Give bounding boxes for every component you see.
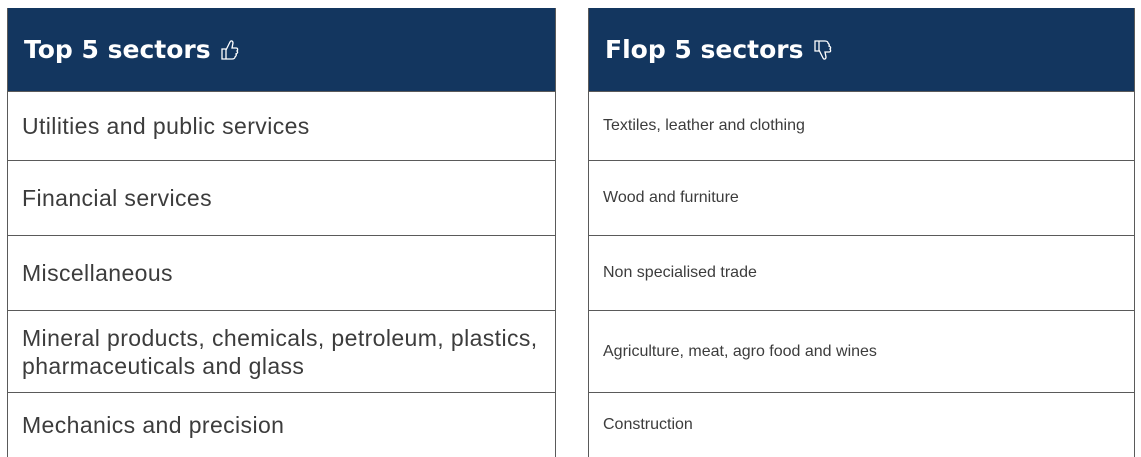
table-row: Construction xyxy=(589,392,1134,457)
table-row: Mechanics and precision xyxy=(8,392,555,457)
row-text: Mechanics and precision xyxy=(22,412,285,438)
table-row: Non specialised trade xyxy=(589,235,1134,310)
table-header: Top 5 sectors xyxy=(8,8,555,91)
row-text: Financial services xyxy=(22,185,212,211)
table-row: Textiles, leather and clothing xyxy=(589,91,1134,160)
table-row: Mineral products, chemicals, petroleum, … xyxy=(8,310,555,392)
row-text: Utilities and public services xyxy=(22,113,310,139)
row-text: Textiles, leather and clothing xyxy=(603,117,805,134)
thumbs-down-icon xyxy=(813,39,831,60)
table-row: Wood and furniture xyxy=(589,160,1134,235)
row-text: Agriculture, meat, agro food and wines xyxy=(603,342,877,360)
table-row: Financial services xyxy=(8,160,555,235)
top-sectors-table: Top 5 sectors Utilities and public servi… xyxy=(7,8,556,457)
table-row: Miscellaneous xyxy=(8,235,555,310)
row-text: Construction xyxy=(603,416,693,433)
table-row: Utilities and public services xyxy=(8,91,555,160)
row-text: Wood and furniture xyxy=(603,189,739,206)
row-text: Mineral products, chemicals, petroleum, … xyxy=(22,324,538,379)
flop-sectors-table: Flop 5 sectors Textiles, leather and clo… xyxy=(588,8,1135,457)
thumbs-up-icon xyxy=(220,39,238,60)
table-title: Top 5 sectors xyxy=(24,35,211,64)
table-row: Agriculture, meat, agro food and wines xyxy=(589,310,1134,392)
row-text: Miscellaneous xyxy=(22,260,173,286)
table-title: Flop 5 sectors xyxy=(605,35,804,64)
row-text: Non specialised trade xyxy=(603,264,757,281)
table-header: Flop 5 sectors xyxy=(589,8,1134,91)
